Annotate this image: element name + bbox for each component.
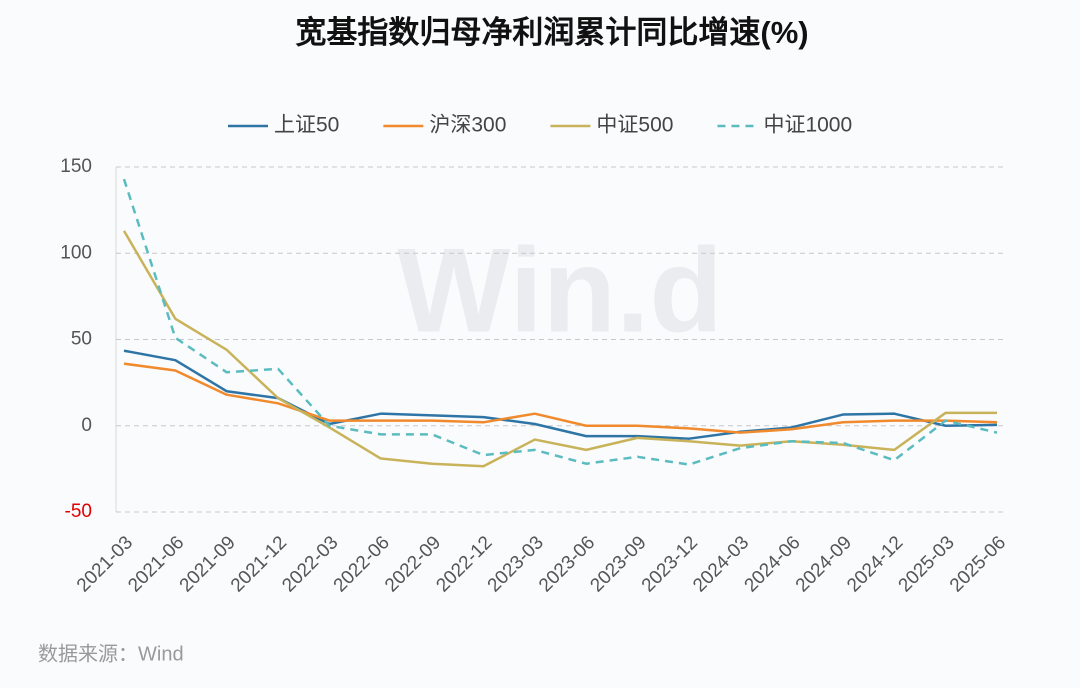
series-line xyxy=(122,178,998,466)
y-tick-label: -50 xyxy=(65,501,92,522)
series-line xyxy=(123,362,998,434)
y-tick-label: 150 xyxy=(60,156,92,177)
y-tick-label: 0 xyxy=(81,415,92,436)
watermark: Win.d xyxy=(397,224,723,358)
legend-label: 中证1000 xyxy=(763,114,852,137)
chart-title: 宽基指数归母净利润累计同比增速(%) xyxy=(295,15,808,50)
legend-label: 沪深300 xyxy=(429,114,506,137)
source-note: 数据来源：Wind xyxy=(38,642,184,665)
legend-label: 上证50 xyxy=(274,114,339,137)
y-tick-label: 50 xyxy=(71,329,92,350)
y-tick-label: 100 xyxy=(60,242,92,263)
legend-label: 中证500 xyxy=(596,114,673,137)
series-line xyxy=(123,349,998,440)
series-line xyxy=(122,230,997,468)
